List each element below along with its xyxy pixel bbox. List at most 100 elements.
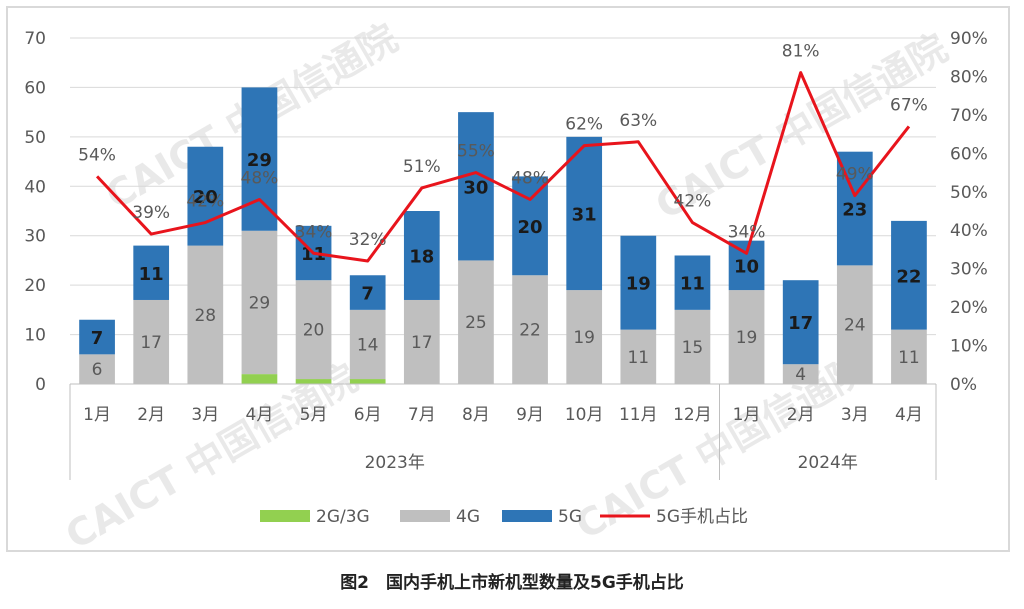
x-tick-label: 2月 [137, 405, 165, 425]
x-tick-label: 8月 [462, 405, 490, 425]
line-data-label: 67% [890, 95, 928, 115]
bar-5G [566, 136, 603, 291]
y-tick-label: 50 [24, 128, 46, 148]
bar-4G [241, 230, 278, 375]
x-axis: 1月 2月 3月 4月 5月 6月 7月 8月 9月 10月 11月 12月 1月 2月 3月 4月 2023年… [69, 383, 937, 480]
data-label-4g: 19 [736, 328, 758, 348]
x-tick-label: 7月 [408, 405, 436, 425]
bar-4G [512, 275, 548, 384]
chart-frame: CAICT 中国信通院 CAICT 中国信通院 CAICT 中国信通院 CAICT 中… [6, 6, 1010, 558]
data-label-4g: 11 [898, 348, 920, 368]
bar-4G [295, 280, 332, 380]
y-tick-label: 70 [24, 29, 46, 49]
bar-5G [891, 220, 927, 330]
data-label-5g: 11 [680, 274, 705, 295]
line-data-label: 42% [674, 192, 712, 212]
bar-4G [674, 309, 711, 384]
group-label: 2024年 [798, 453, 858, 473]
bar-4G [836, 265, 873, 384]
y2-tick-label: 40% [950, 221, 988, 241]
y2-tick-label: 0% [950, 375, 977, 395]
y-tick-label: 30 [24, 227, 46, 247]
y-tick-label: 60 [24, 78, 46, 98]
bar-5G [241, 87, 278, 231]
bars: 6 7 17 11 28 20 29 29 20 11 14 7 17 18 25 30 22 20 19 31 11 1… [79, 87, 927, 385]
line-data-label: 55% [457, 142, 495, 162]
bar-5G [620, 235, 657, 330]
x-tick-label: 10月 [565, 405, 604, 425]
bar-5G [349, 275, 386, 310]
data-label-4g: 25 [465, 313, 487, 333]
legend: 2G/3G 4G 5G 5G手机占比 [260, 507, 748, 527]
x-tick-label: 4月 [246, 405, 274, 425]
y-tick-label: 40 [24, 177, 46, 197]
legend-label: 2G/3G [316, 507, 370, 527]
legend-swatch [400, 510, 450, 522]
data-label-5g: 31 [572, 204, 597, 225]
bar-4G [728, 290, 765, 384]
bar-5G [403, 211, 440, 300]
y-tick-label: 20 [24, 276, 46, 296]
data-label-5g: 23 [842, 200, 867, 221]
x-tick-label: 4月 [895, 405, 923, 425]
y2-tick-label: 30% [950, 260, 988, 280]
y-tick-label: 0 [35, 375, 46, 395]
y2-tick-label: 90% [950, 29, 988, 49]
data-label-5g: 7 [361, 284, 374, 305]
x-tick-label: 2月 [787, 405, 815, 425]
legend-label: 5G手机占比 [656, 507, 748, 527]
bar-5G [79, 319, 115, 355]
x-tick-label: 6月 [354, 405, 382, 425]
line-series: 54% 39% 42% 48% 34% 32% 51% 55% 48% 62% 63% 42% 34% 8… [78, 42, 928, 263]
bar-5G [674, 255, 711, 310]
bar-5G [133, 245, 170, 300]
data-label-5g: 18 [409, 246, 434, 267]
data-label-4g: 22 [519, 321, 541, 341]
data-label-5g: 10 [734, 256, 759, 277]
y2-tick-label: 80% [950, 67, 988, 87]
line-data-label: 51% [403, 157, 441, 177]
data-label-4g: 19 [573, 328, 595, 348]
bar-4G [620, 329, 657, 384]
data-label-5g: 30 [463, 177, 488, 198]
y2-tick-label: 20% [950, 298, 988, 318]
bar-4G [187, 245, 224, 384]
legend-swatch [502, 510, 552, 522]
bar-4G [79, 354, 115, 384]
data-label-4g: 17 [411, 333, 433, 353]
data-label-4g: 11 [627, 348, 649, 368]
bar-4G [403, 299, 440, 384]
bar-4G [891, 329, 927, 384]
line-data-label: 54% [78, 145, 116, 165]
legend-label: 4G [456, 507, 480, 527]
line-data-label: 39% [132, 203, 170, 223]
bar-4G [782, 364, 819, 384]
bar-2G/3G [241, 374, 278, 384]
bar-4G [133, 299, 170, 384]
x-tick-label: 3月 [191, 405, 219, 425]
bar-5G [782, 280, 819, 365]
data-label-4g: 6 [92, 360, 103, 380]
line-data-label: 34% [728, 222, 766, 242]
line-data-label: 32% [349, 230, 387, 250]
line-5g-share [95, 71, 911, 263]
line-data-label: 63% [619, 111, 657, 131]
x-tick-label: 1月 [733, 405, 761, 425]
x-tick-label: 11月 [619, 405, 658, 425]
bar-2G/3G [295, 379, 332, 384]
line-data-label: 34% [295, 222, 333, 242]
data-label-5g: 19 [626, 274, 651, 295]
data-label-5g: 17 [788, 313, 813, 334]
bar-2G/3G [349, 379, 386, 384]
data-label-5g: 20 [193, 187, 218, 208]
line-data-label: 81% [782, 42, 820, 62]
line-data-label: 62% [565, 115, 603, 135]
data-label-4g: 28 [194, 306, 216, 326]
line-data-label: 42% [186, 192, 224, 212]
data-label-5g: 29 [247, 150, 272, 171]
data-label-4g: 29 [249, 293, 271, 313]
x-tick-label: 12月 [673, 405, 712, 425]
data-label-5g: 11 [139, 264, 164, 285]
data-label-5g: 20 [518, 217, 543, 238]
